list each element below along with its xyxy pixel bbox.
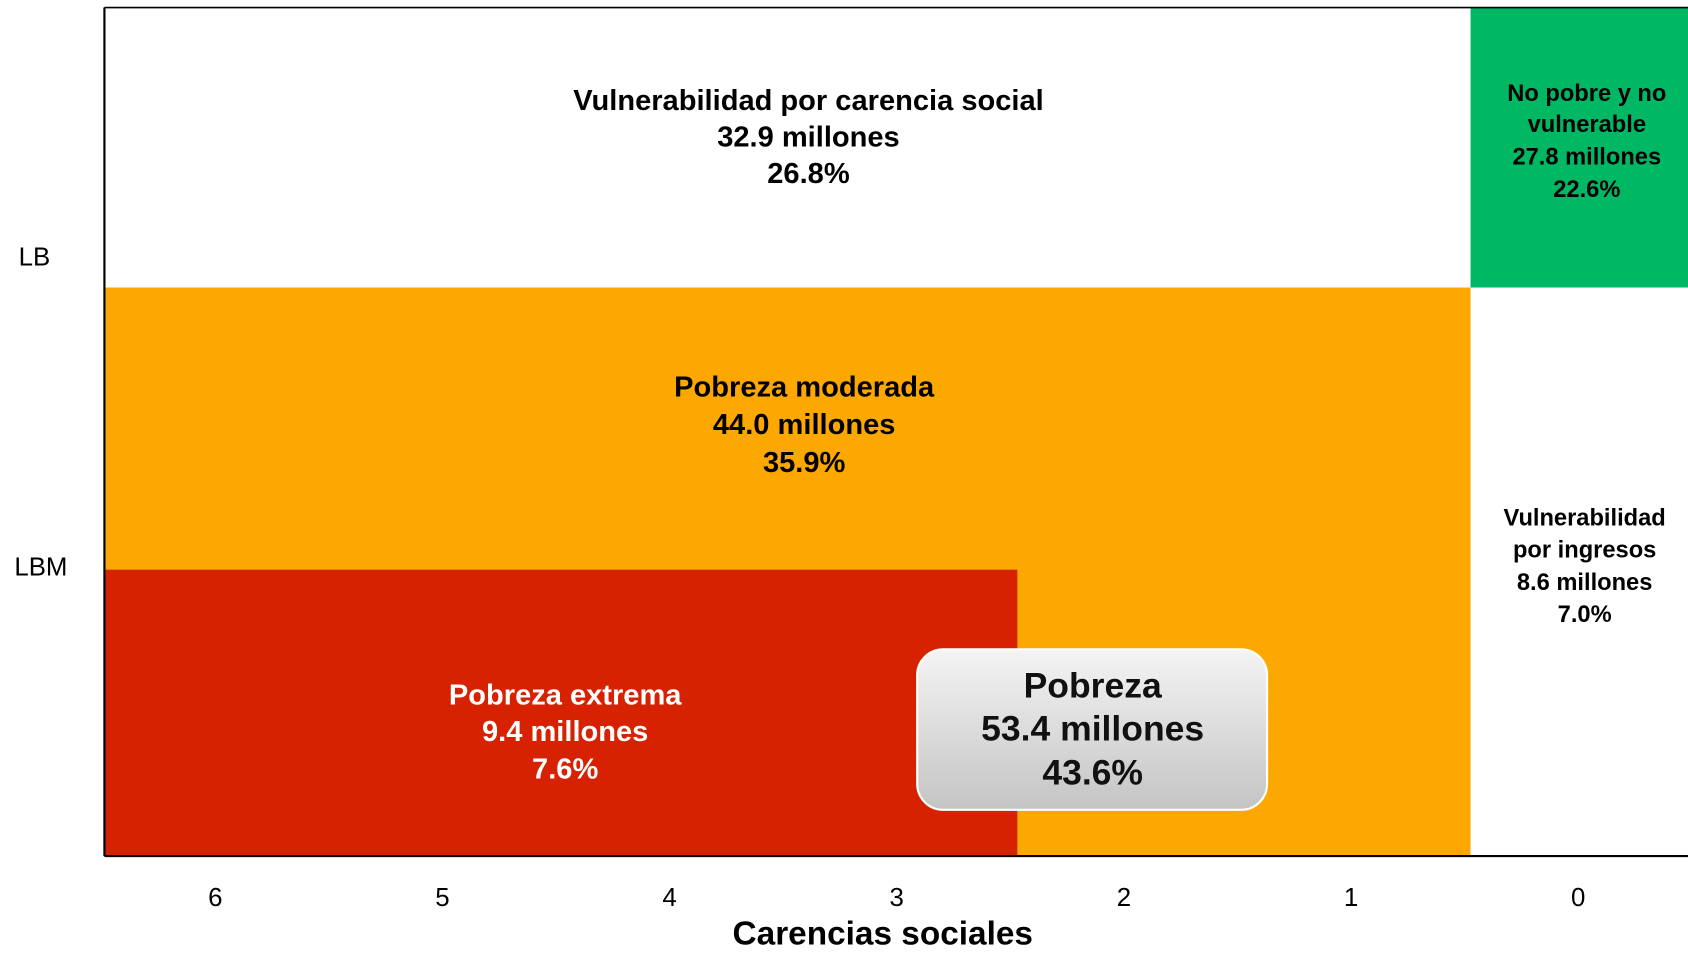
- region-label: Vulnerabilidad por carencia social: [573, 85, 1043, 117]
- x-tick-label: 4: [662, 884, 676, 912]
- region-label: Pobreza moderada: [674, 371, 935, 403]
- region-label: Vulnerabilidad: [1504, 505, 1666, 531]
- region-label: 32.9 millones: [717, 122, 900, 154]
- region-label: 7.0%: [1558, 602, 1612, 628]
- region-label: No pobre y no: [1507, 81, 1666, 107]
- x-tick-label: 2: [1117, 884, 1131, 912]
- region-label: 9.4 millones: [482, 716, 648, 748]
- region-label: vulnerable: [1528, 112, 1646, 138]
- region-label: 35.9%: [763, 447, 846, 479]
- region-label: por ingresos: [1513, 538, 1656, 564]
- region-label: 22.6%: [1553, 177, 1620, 203]
- non-poor-area: [1470, 7, 1688, 288]
- x-tick-label: 6: [208, 884, 222, 912]
- y-label: LB: [19, 243, 51, 271]
- y-label: LBM: [14, 553, 67, 581]
- x-tick-label: 1: [1344, 884, 1358, 912]
- region-label: 27.8 millones: [1512, 145, 1661, 171]
- x-tick-label: 3: [890, 884, 904, 912]
- callout-box: [916, 648, 1269, 811]
- region-label: Pobreza extrema: [449, 679, 682, 711]
- callout-label: Pobreza: [1024, 665, 1162, 705]
- x-axis-title: Carencias sociales: [733, 916, 1033, 953]
- callout-label: 43.6%: [1042, 753, 1143, 793]
- x-tick-label: 0: [1571, 884, 1585, 912]
- region-label: 8.6 millones: [1517, 570, 1652, 596]
- region-label: 26.8%: [767, 158, 850, 190]
- region-label: 44.0 millones: [713, 409, 896, 441]
- x-tick-label: 5: [435, 884, 449, 912]
- callout-label: 53.4 millones: [981, 709, 1204, 749]
- region-label: 7.6%: [532, 754, 598, 786]
- extreme-poverty-area: [104, 569, 1018, 857]
